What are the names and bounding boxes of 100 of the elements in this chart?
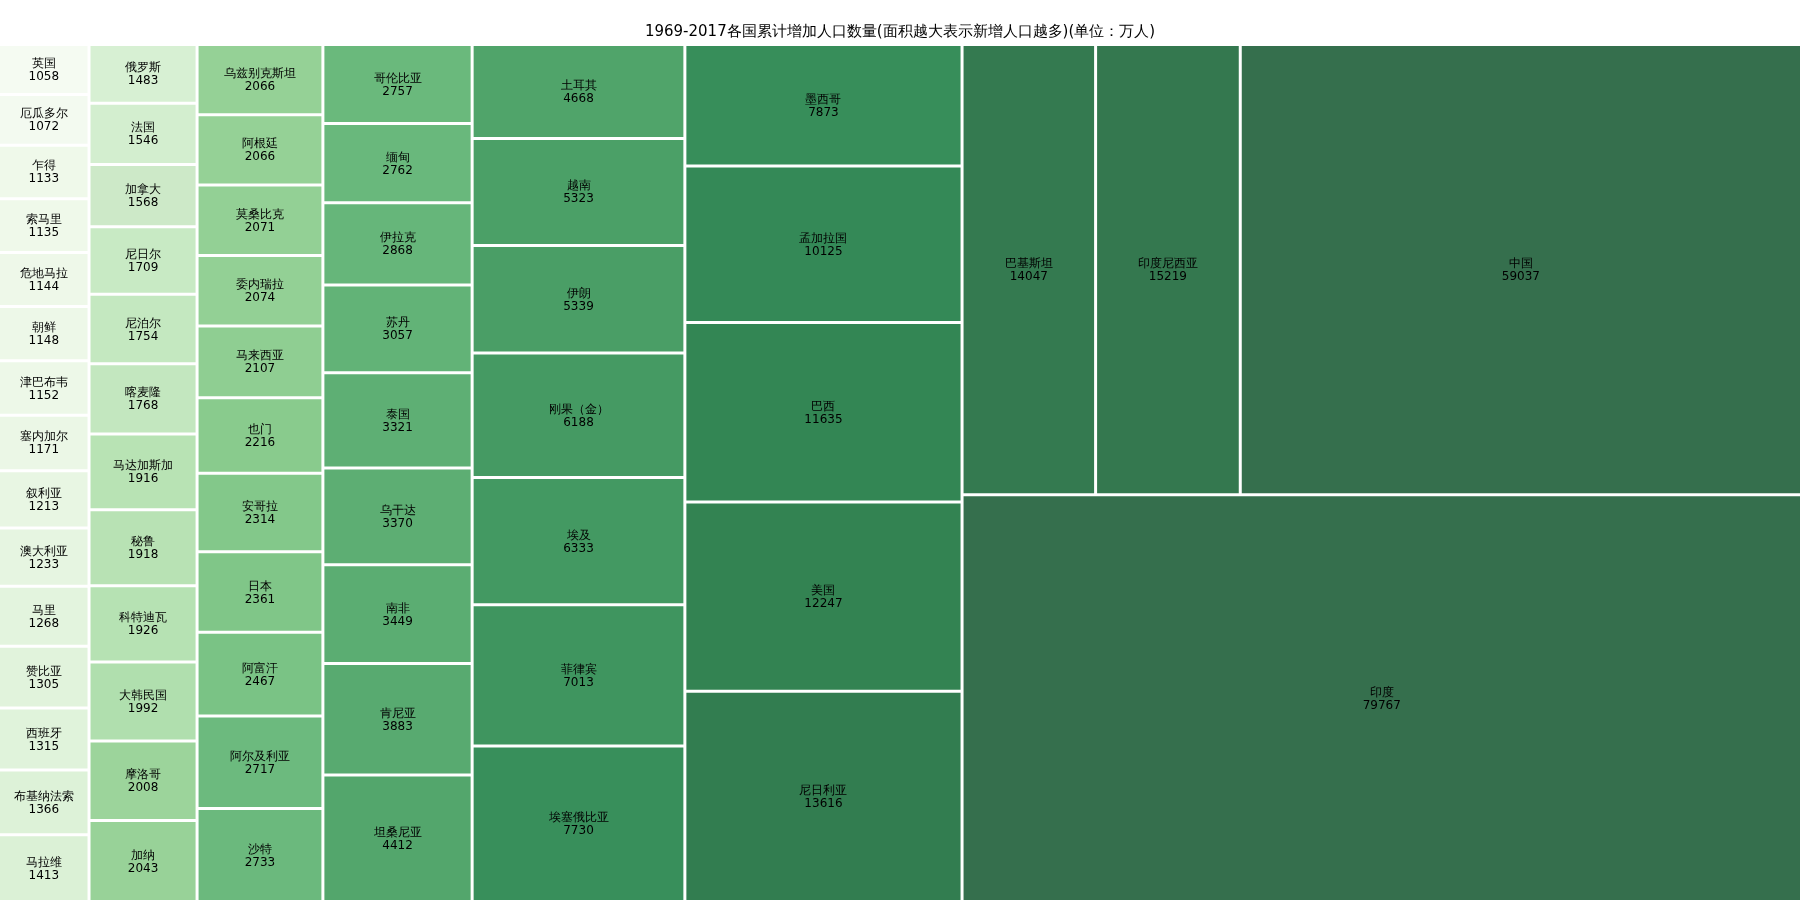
data-label: 2066 [244, 79, 276, 94]
category-label: 也门 [247, 421, 272, 436]
category-label: 尼日尔 [125, 246, 162, 261]
category-label: 泰国 [385, 406, 410, 421]
data-label: 7730 [563, 823, 594, 838]
category-label: 伊拉克 [379, 230, 416, 245]
category-label: 苏丹 [385, 315, 410, 330]
data-label: 5339 [563, 298, 594, 313]
category-label: 加拿大 [125, 182, 162, 197]
category-label: 俄罗斯 [125, 60, 162, 75]
category-label: 科特迪瓦 [119, 610, 168, 625]
data-label: 1366 [28, 801, 60, 816]
data-label: 4412 [382, 837, 413, 852]
category-label: 阿尔及利亚 [229, 748, 290, 763]
category-label: 赞比亚 [25, 663, 62, 678]
category-label: 埃塞俄比亚 [547, 810, 609, 825]
category-label: 墨西哥 [805, 91, 842, 106]
category-label: 乍得 [31, 158, 56, 173]
data-label: 1213 [28, 498, 60, 513]
category-label: 安哥拉 [241, 499, 278, 513]
data-label: 1546 [127, 133, 159, 148]
category-label: 哥伦比亚 [373, 70, 422, 85]
category-label: 印度 [1369, 684, 1394, 699]
data-label: 2008 [127, 780, 159, 795]
data-label: 1148 [28, 333, 60, 348]
category-label: 大韩民国 [119, 688, 168, 703]
category-label: 津巴布韦 [19, 374, 68, 389]
data-label: 2071 [244, 219, 276, 234]
data-label: 3057 [382, 328, 413, 343]
category-label: 朝鲜 [31, 320, 56, 335]
data-label: 13616 [804, 795, 843, 810]
data-label: 1144 [28, 278, 60, 293]
category-label: 马拉维 [25, 854, 62, 869]
category-label: 刚果（金） [548, 401, 609, 416]
category-label: 加纳 [131, 847, 156, 862]
category-label: 马达加斯加 [113, 458, 174, 473]
data-label: 1135 [28, 225, 60, 240]
category-label: 肯尼亚 [379, 705, 416, 720]
data-label: 1483 [127, 73, 159, 88]
data-label: 6188 [563, 414, 594, 429]
data-label: 2717 [244, 761, 276, 776]
category-label: 土耳其 [560, 77, 597, 92]
data-label: 1233 [28, 556, 60, 571]
data-label: 2216 [244, 434, 276, 449]
category-label: 马来西亚 [235, 348, 284, 363]
category-label: 尼泊尔 [125, 315, 162, 330]
data-label: 3449 [382, 613, 413, 628]
data-label: 7013 [563, 674, 594, 689]
category-label: 南非 [385, 600, 410, 615]
category-label: 厄瓜多尔 [19, 106, 68, 121]
category-label: 美国 [811, 583, 836, 598]
category-label: 喀麦隆 [125, 385, 162, 400]
data-label: 7873 [808, 104, 839, 119]
data-label: 12247 [804, 596, 843, 611]
category-label: 巴基斯坦 [1004, 256, 1053, 271]
data-label: 1133 [28, 171, 60, 186]
category-label: 中国 [1508, 256, 1533, 271]
category-label: 莫桑比克 [235, 206, 284, 221]
data-label: 1709 [127, 259, 159, 274]
data-label: 3321 [382, 419, 413, 434]
category-label: 布基纳法索 [13, 788, 74, 803]
category-label: 英国 [31, 56, 56, 71]
data-label: 2467 [244, 673, 276, 688]
category-label: 尼日利亚 [799, 782, 848, 797]
category-label: 沙特 [247, 841, 272, 856]
category-label: 叙利亚 [25, 485, 62, 500]
category-label: 乌兹别克斯坦 [223, 66, 296, 81]
data-label: 4668 [563, 90, 594, 105]
data-label: 2361 [244, 591, 276, 606]
data-label: 1568 [127, 195, 159, 210]
category-label: 印度尼西亚 [1137, 256, 1198, 271]
data-label: 1072 [28, 119, 60, 134]
text: 1969-2017各国累计增加人口数量(面积越大表示新增人口越多)(单位：万人) [644, 21, 1156, 40]
category-label: 日本 [247, 578, 272, 593]
data-label: 2066 [244, 149, 276, 164]
data-label: 5323 [563, 191, 594, 206]
data-label: 2757 [382, 83, 413, 98]
data-label: 11635 [804, 411, 843, 426]
category-label: 秘鲁 [131, 534, 156, 549]
category-label: 菲律宾 [560, 661, 597, 676]
category-label: 坦桑尼亚 [372, 824, 422, 839]
data-label: 1171 [28, 442, 60, 457]
category-label: 乌干达 [379, 502, 416, 517]
category-label: 缅甸 [385, 149, 410, 164]
data-label: 1754 [127, 328, 159, 343]
data-label: 2868 [382, 243, 413, 258]
data-label: 14047 [1009, 269, 1048, 284]
category-label: 巴西 [811, 398, 836, 413]
data-label: 1926 [127, 623, 159, 638]
data-label: 2733 [244, 854, 276, 869]
category-label: 索马里 [25, 212, 62, 227]
data-label: 79767 [1362, 697, 1401, 712]
data-label: 2107 [244, 361, 276, 376]
data-label: 2074 [244, 290, 276, 305]
data-label: 6333 [563, 540, 594, 555]
data-label: 1992 [127, 701, 159, 716]
data-label: 3883 [382, 718, 413, 733]
data-label: 1152 [28, 387, 60, 402]
data-label: 2043 [127, 860, 159, 875]
data-label: 2314 [244, 512, 276, 526]
